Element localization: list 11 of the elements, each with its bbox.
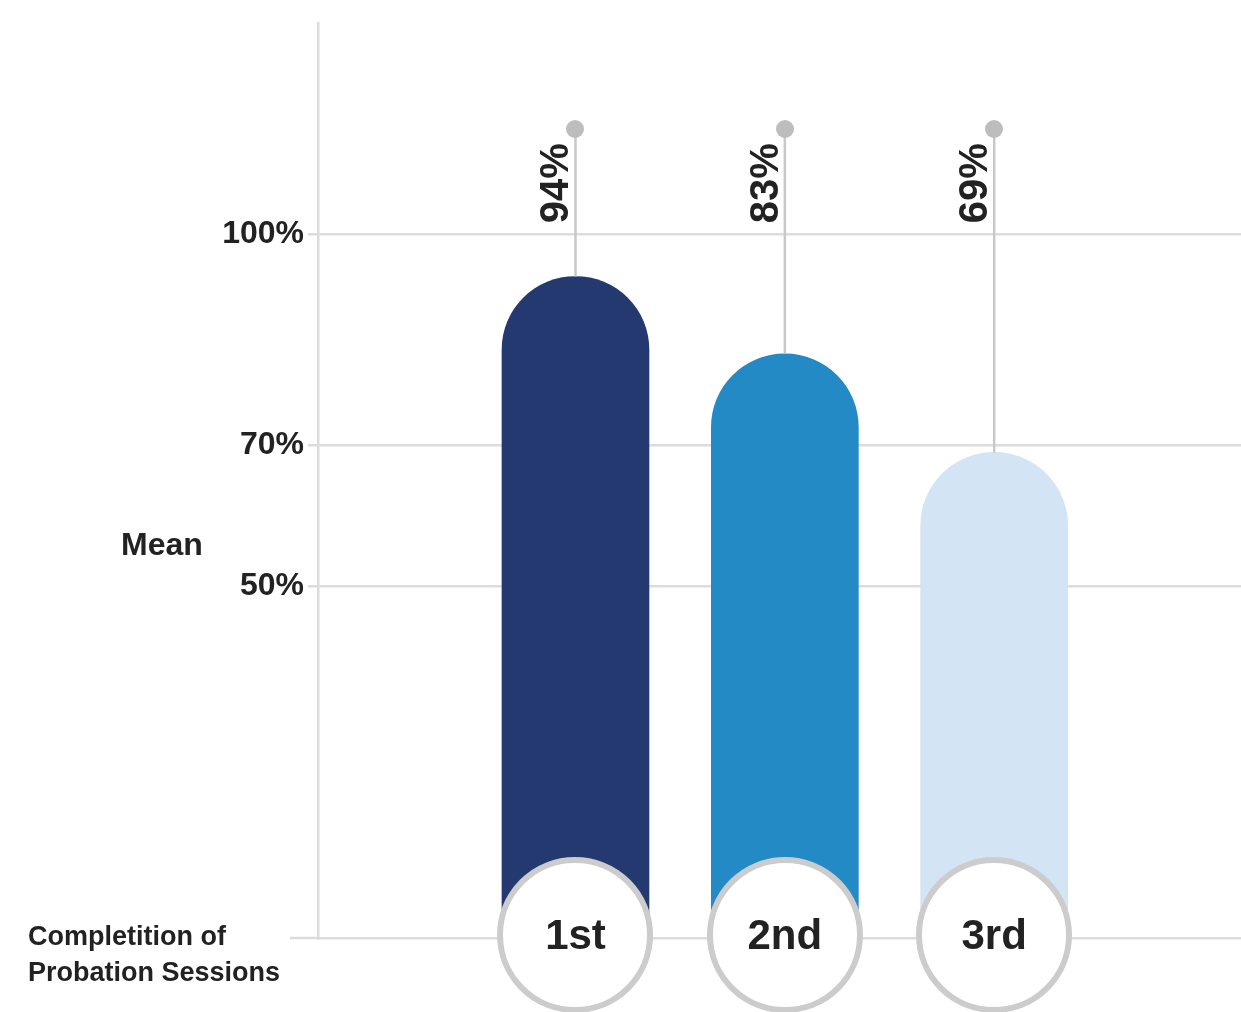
- x-axis-title: Completition of Probation Sessions: [28, 921, 281, 988]
- x-tick-label: 1st: [545, 911, 606, 958]
- data-label: 69%: [951, 143, 996, 224]
- y-axis-title: Mean: [121, 526, 203, 563]
- y-tick-label: 100%: [222, 214, 304, 251]
- y-tick-label: 70%: [239, 425, 304, 462]
- y-tick-label: 50%: [239, 565, 304, 602]
- x-tick-label: 3rd: [961, 911, 1027, 958]
- data-label: 94%: [532, 143, 577, 224]
- data-label: 83%: [741, 143, 786, 224]
- x-tick-label: 2nd: [747, 911, 823, 958]
